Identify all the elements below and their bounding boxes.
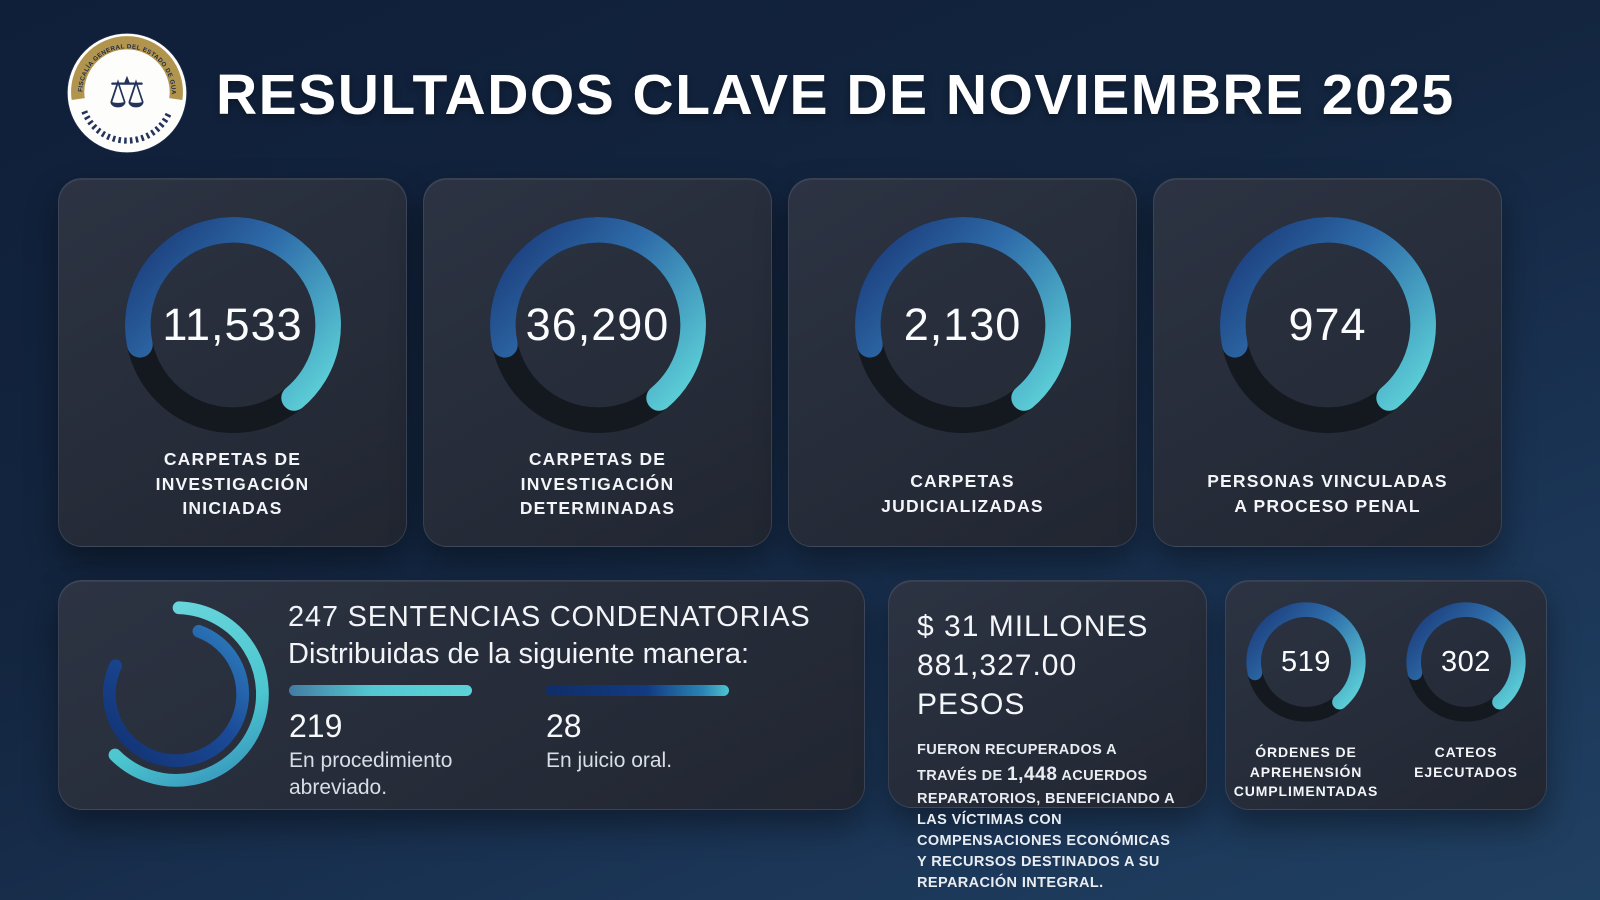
ordenes-cateos-card: 519 ÓRDENES DE APREHENSIÓN CUMPLIMENTADA… — [1225, 580, 1547, 810]
progress-ring: 519 — [1239, 595, 1373, 729]
ring-arc — [124, 217, 341, 411]
ring-arc — [1219, 217, 1436, 411]
monto-recuperado-card: $ 31 MILLONES 881,327.00 PESOS FUERON RE… — [888, 580, 1207, 891]
sentencias-label: En juicio oral. — [546, 749, 673, 772]
stat-value: 36,290 — [525, 299, 670, 350]
progress-ring: 302 — [1399, 595, 1533, 729]
sentencias-item-abreviado: 219 En procedimiento abreviado. — [289, 685, 472, 802]
stat-label: PERSONAS VINCULADAS A PROCESO PENAL — [1207, 471, 1448, 516]
stat-card-carpetas-determinadas: 36,290 CARPETAS DE INVESTIGACIÓN DETERMI… — [423, 178, 772, 547]
stat-value: 11,533 — [162, 299, 303, 350]
sentencias-subtitle: Distribuidas de la siguiente manera: — [288, 638, 750, 670]
stat-label: CARPETAS DE INVESTIGACIÓN DETERMINADAS — [519, 449, 676, 518]
stat-label: CARPETAS JUDICIALIZADAS — [881, 471, 1044, 516]
stat-label: ÓRDENES DE APREHENSIÓN CUMPLIMENTADAS — [1233, 744, 1379, 800]
amount-line-1: $ 31 MILLONES — [917, 610, 1149, 643]
ring-arc — [1246, 602, 1366, 710]
ring-arc — [854, 217, 1071, 411]
progress-ring: 36,290 — [476, 203, 720, 447]
sentencias-value: 219 — [289, 708, 343, 744]
sentencias-card: 247 SENTENCIAS CONDENATORIAS Distribuida… — [58, 580, 865, 810]
stat-card-personas-vinculadas: 974 PERSONAS VINCULADAS A PROCESO PENAL — [1153, 178, 1502, 547]
progress-ring: 974 — [1206, 203, 1450, 447]
description-prefix: FUERON RECUPERADOS A TRAVÉS DE — [917, 742, 1117, 785]
acuerdos-count: 1,448 — [1006, 764, 1058, 786]
stat-label: CARPETAS DE INVESTIGACIÓN INICIADAS — [155, 449, 310, 518]
progress-ring: 11,533 — [111, 203, 355, 447]
navy-bar — [546, 685, 729, 696]
laurel-decoration — [81, 110, 173, 144]
ring-arc — [1406, 602, 1526, 710]
amount-description: FUERON RECUPERADOS A TRAVÉS DE 1,448 ACU… — [917, 740, 1180, 894]
amount-line-2: 881,327.00 PESOS — [917, 649, 1078, 721]
progress-ring: 2,130 — [841, 203, 1085, 447]
agency-seal-logo: FISCALÍA GENERAL DEL ESTADO DE GUANAJUAT… — [66, 32, 188, 154]
sentencias-label: En procedimiento abreviado. — [289, 749, 453, 800]
mini-stat-ordenes: 519 ÓRDENES DE APREHENSIÓN CUMPLIMENTADA… — [1228, 581, 1384, 809]
stat-value: 519 — [1281, 645, 1331, 678]
sentencias-title: 247 SENTENCIAS CONDENATORIAS — [288, 601, 811, 633]
stat-card-carpetas-iniciadas: 11,533 CARPETAS DE INVESTIGACIÓN INICIAD… — [58, 178, 407, 547]
sentencias-value: 28 — [546, 708, 582, 744]
sentencias-item-juicio-oral: 28 En juicio oral. — [546, 685, 729, 802]
ring-arc — [489, 217, 706, 411]
mini-stat-cateos: 302 CATEOS EJECUTADOS — [1388, 581, 1544, 809]
page-title: RESULTADOS CLAVE DE NOVIEMBRE 2025 — [216, 63, 1455, 127]
stat-card-carpetas-judicializadas: 2,130 CARPETAS JUDICIALIZADAS — [788, 178, 1137, 547]
justice-scales-icon: ⚖ — [108, 68, 146, 118]
stat-value: 2,130 — [903, 299, 1022, 350]
description-suffix: ACUERDOS REPARATORIOS, BENEFICIANDO A LA… — [917, 768, 1175, 891]
decorative-arcs — [102, 601, 269, 787]
stat-value: 974 — [1288, 299, 1367, 350]
stat-value: 302 — [1441, 645, 1491, 678]
stat-label: CATEOS EJECUTADOS — [1414, 744, 1518, 780]
teal-bar — [289, 685, 472, 696]
